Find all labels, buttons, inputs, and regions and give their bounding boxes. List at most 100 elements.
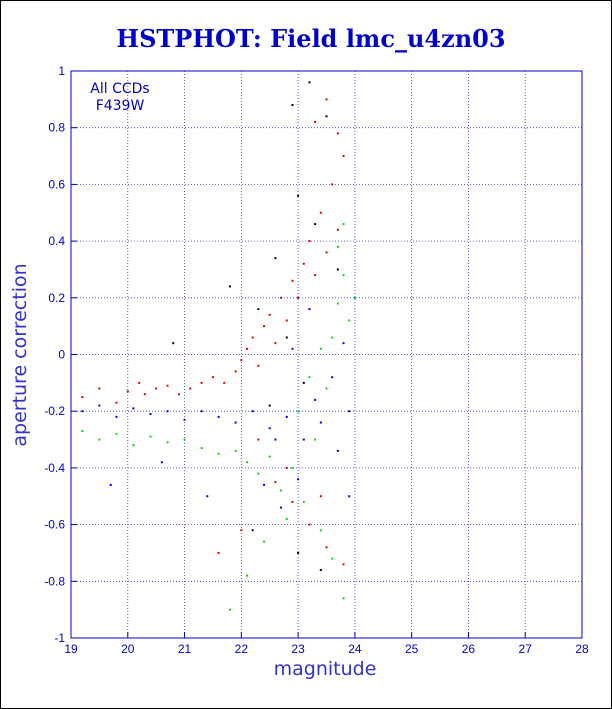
- data-point: [285, 415, 288, 418]
- data-point: [302, 381, 305, 384]
- data-point: [183, 418, 186, 421]
- y-tick-label: 0.2: [48, 291, 65, 305]
- data-point: [257, 364, 260, 367]
- y-axis-label: aperture correction: [9, 263, 31, 446]
- data-point: [319, 529, 322, 532]
- data-point: [115, 415, 118, 418]
- y-tick-label: -0.4: [44, 461, 65, 475]
- data-point: [302, 438, 305, 441]
- y-tick-label: 1: [58, 64, 65, 78]
- data-point: [251, 410, 254, 413]
- data-point: [325, 546, 328, 549]
- data-point: [240, 359, 243, 362]
- data-point: [263, 540, 266, 543]
- data-point: [331, 183, 334, 186]
- data-point: [342, 597, 345, 600]
- data-point: [274, 481, 277, 484]
- data-point: [319, 495, 322, 498]
- data-point: [285, 466, 288, 469]
- data-point: [206, 495, 209, 498]
- data-point: [160, 461, 163, 464]
- data-point: [234, 421, 237, 424]
- data-point: [268, 313, 271, 316]
- data-point: [308, 376, 311, 379]
- data-point: [200, 410, 203, 413]
- data-point: [246, 347, 249, 350]
- data-point: [81, 430, 84, 433]
- y-tick-label: 0: [58, 348, 65, 362]
- data-point: [268, 455, 271, 458]
- data-point: [98, 438, 101, 441]
- data-point: [257, 438, 260, 441]
- data-point: [109, 483, 112, 486]
- data-point: [228, 608, 231, 611]
- data-point: [274, 342, 277, 345]
- data-point: [246, 574, 249, 577]
- data-point: [342, 223, 345, 226]
- data-point: [268, 427, 271, 430]
- data-point: [308, 81, 311, 84]
- x-tick-label: 23: [291, 642, 305, 656]
- data-point: [166, 441, 169, 444]
- data-point: [342, 155, 345, 158]
- x-tick-label: 22: [235, 642, 249, 656]
- y-tick-labels: -1 -0.8 -0.6 -0.4 -0.2 0 0.2 0.4 0.6 0.8 1: [44, 64, 77, 645]
- data-point: [149, 435, 152, 438]
- data-point: [115, 401, 118, 404]
- annotation-filter: F439W: [96, 98, 145, 114]
- data-point: [126, 390, 129, 393]
- data-point: [285, 517, 288, 520]
- data-point: [257, 472, 260, 475]
- data-point: [200, 447, 203, 450]
- data-point: [336, 268, 339, 271]
- x-tick-label: 27: [519, 642, 533, 656]
- data-point: [257, 308, 260, 311]
- data-point: [138, 381, 141, 384]
- data-point: [251, 529, 254, 532]
- x-tick-label: 25: [405, 642, 419, 656]
- data-point: [280, 489, 283, 492]
- data-point: [132, 407, 135, 410]
- data-point: [336, 302, 339, 305]
- data-point: [297, 551, 300, 554]
- data-point: [336, 449, 339, 452]
- data-point: [314, 121, 317, 124]
- data-point: [285, 336, 288, 339]
- data-point: [155, 387, 158, 390]
- x-axis-label: magnitude: [274, 658, 377, 680]
- annotation-ccds: All CCDs: [90, 81, 149, 97]
- data-point: [297, 410, 300, 413]
- data-point: [319, 211, 322, 214]
- grid-lines: [71, 71, 582, 638]
- data-point: [336, 132, 339, 135]
- data-point: [263, 325, 266, 328]
- data-point: [217, 415, 220, 418]
- data-point: [348, 495, 351, 498]
- data-points: [81, 81, 356, 611]
- data-point: [331, 336, 334, 339]
- data-point: [228, 285, 231, 288]
- data-point: [183, 438, 186, 441]
- x-tick-label: 19: [64, 642, 78, 656]
- data-point: [319, 568, 322, 571]
- data-point: [325, 115, 328, 118]
- data-point: [223, 381, 226, 384]
- data-point: [336, 228, 339, 231]
- data-point: [200, 381, 203, 384]
- x-tick-label: 28: [575, 642, 589, 656]
- data-point: [240, 529, 243, 532]
- data-point: [297, 478, 300, 481]
- data-point: [297, 194, 300, 197]
- data-point: [314, 438, 317, 441]
- data-point: [342, 342, 345, 345]
- data-point: [331, 376, 334, 379]
- data-point: [177, 393, 180, 396]
- data-point: [353, 296, 356, 299]
- chart-title: HSTPHOT: Field lmc_u4zn03: [116, 24, 505, 53]
- data-point: [302, 262, 305, 265]
- x-tick-label: 21: [178, 642, 192, 656]
- data-point: [268, 404, 271, 407]
- data-point: [217, 551, 220, 554]
- data-point: [342, 274, 345, 277]
- y-tick-label: -0.8: [44, 574, 65, 588]
